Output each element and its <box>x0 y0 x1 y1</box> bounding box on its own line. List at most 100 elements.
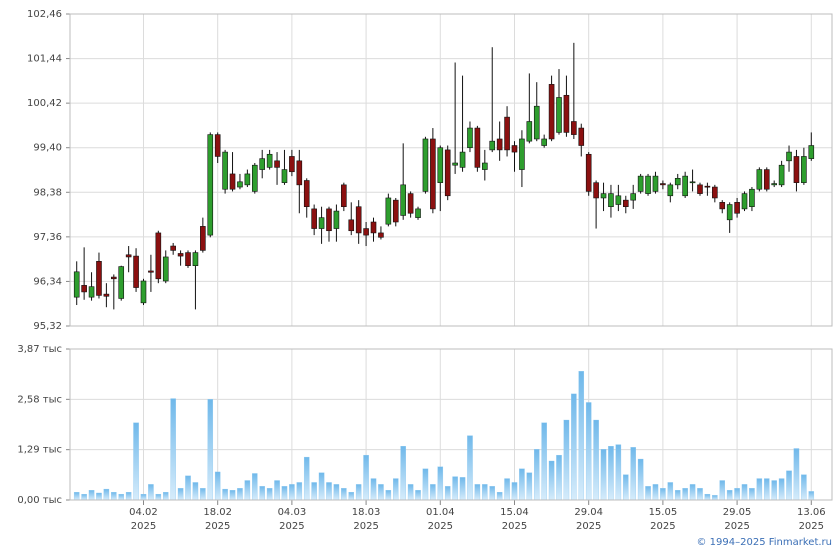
volume-bar <box>778 478 785 501</box>
y-tick-label: 95,32 <box>33 321 62 332</box>
volume-bar <box>237 488 243 501</box>
y-tick-label: 2,58 тыс <box>17 394 62 405</box>
volume-bar <box>563 419 570 501</box>
volume-bar <box>674 490 681 501</box>
y-tick-label: 99,40 <box>33 143 62 154</box>
candle-body <box>808 145 815 159</box>
volume-bar <box>140 493 147 501</box>
candle-body <box>229 173 236 190</box>
volume-bar <box>274 480 280 501</box>
volume-bar <box>474 484 481 501</box>
candle-body <box>140 280 147 304</box>
x-tick-label: 04.03 <box>278 507 307 518</box>
y-tick-label: 1,29 тыс <box>17 445 62 456</box>
candle-body <box>303 180 310 208</box>
candle-body <box>578 127 585 146</box>
volume-bar <box>333 484 340 501</box>
candle-body <box>392 199 399 223</box>
volume-bar <box>541 422 547 501</box>
candle-body <box>511 145 518 153</box>
volume-bar <box>764 478 770 501</box>
y-tick-label: 100,42 <box>27 98 62 109</box>
volume-bar <box>712 495 718 501</box>
candle-body <box>712 186 718 199</box>
volume-bar <box>289 484 295 501</box>
volume-bar <box>749 488 755 501</box>
candle-body <box>370 221 377 234</box>
volume-bar <box>259 486 265 501</box>
volume-bar <box>578 371 585 501</box>
candle-body <box>296 160 303 186</box>
candle-body <box>749 188 755 208</box>
y-tick-label: 98,38 <box>33 187 62 198</box>
x-tick-sublabel: 2025 <box>131 521 156 532</box>
y-tick-label: 3,87 тыс <box>17 344 62 355</box>
volume-bar <box>162 492 169 501</box>
volume-bar <box>667 482 674 501</box>
volume-bar <box>630 447 636 501</box>
volume-bar <box>452 476 458 501</box>
volume-bar <box>348 492 354 501</box>
candle-body <box>660 183 666 186</box>
candle-body <box>763 169 770 190</box>
candle-body <box>541 138 547 146</box>
candle-body <box>400 184 406 216</box>
volume-bar <box>615 444 622 501</box>
x-tick-sublabel: 2025 <box>650 521 675 532</box>
volume-bar <box>229 490 236 501</box>
volume-bar <box>81 493 87 501</box>
volume-bar <box>504 478 510 501</box>
volume-bar <box>170 398 176 501</box>
candle-body <box>771 183 777 186</box>
volume-bar <box>482 484 488 501</box>
volume-bar <box>192 482 199 501</box>
volume-bar <box>585 402 592 501</box>
candle-body <box>170 245 176 251</box>
candle-body <box>430 138 436 210</box>
volume-bar <box>801 474 807 501</box>
volume-bar <box>200 488 206 501</box>
candle-body <box>88 286 95 298</box>
volume-bar <box>88 490 95 501</box>
volume-bar <box>734 488 740 501</box>
x-tick-sublabel: 2025 <box>428 521 453 532</box>
candle-body <box>496 138 503 151</box>
volume-bar <box>526 472 533 501</box>
y-tick-label: 97,36 <box>33 232 62 243</box>
candle-body <box>600 193 607 199</box>
volume-bar <box>266 488 273 501</box>
candle-body <box>363 228 369 236</box>
volume-bar <box>682 488 688 501</box>
candle-body <box>519 138 525 170</box>
volume-bar <box>252 473 258 501</box>
volume-bar <box>571 393 577 501</box>
volume-bar <box>214 471 221 501</box>
x-tick-sublabel: 2025 <box>502 521 527 532</box>
candle-body <box>615 195 622 205</box>
volume-bar <box>296 482 303 501</box>
candle-body <box>125 254 132 258</box>
candle-body <box>533 105 540 140</box>
candle-body <box>630 193 637 201</box>
candle-body <box>489 140 496 151</box>
volume-bar <box>73 492 80 501</box>
candle-body <box>786 151 792 162</box>
candle-body <box>415 208 421 218</box>
candle-body <box>207 134 214 236</box>
volume-bar <box>608 446 614 501</box>
candle-body <box>81 285 87 293</box>
candle-body <box>474 127 481 168</box>
candle-body <box>652 175 659 192</box>
candle-body <box>244 173 251 186</box>
volume-bar <box>281 486 288 501</box>
candle-body <box>311 208 317 229</box>
candle-body <box>467 127 473 149</box>
x-tick-label: 13.06 <box>797 507 826 518</box>
volume-bar <box>378 484 384 501</box>
candle-body <box>103 293 110 297</box>
candle-body <box>333 210 340 229</box>
volume-bar <box>645 486 651 501</box>
volume-bar <box>185 475 191 501</box>
volume-frame <box>69 348 833 501</box>
volume-bar <box>786 470 792 501</box>
